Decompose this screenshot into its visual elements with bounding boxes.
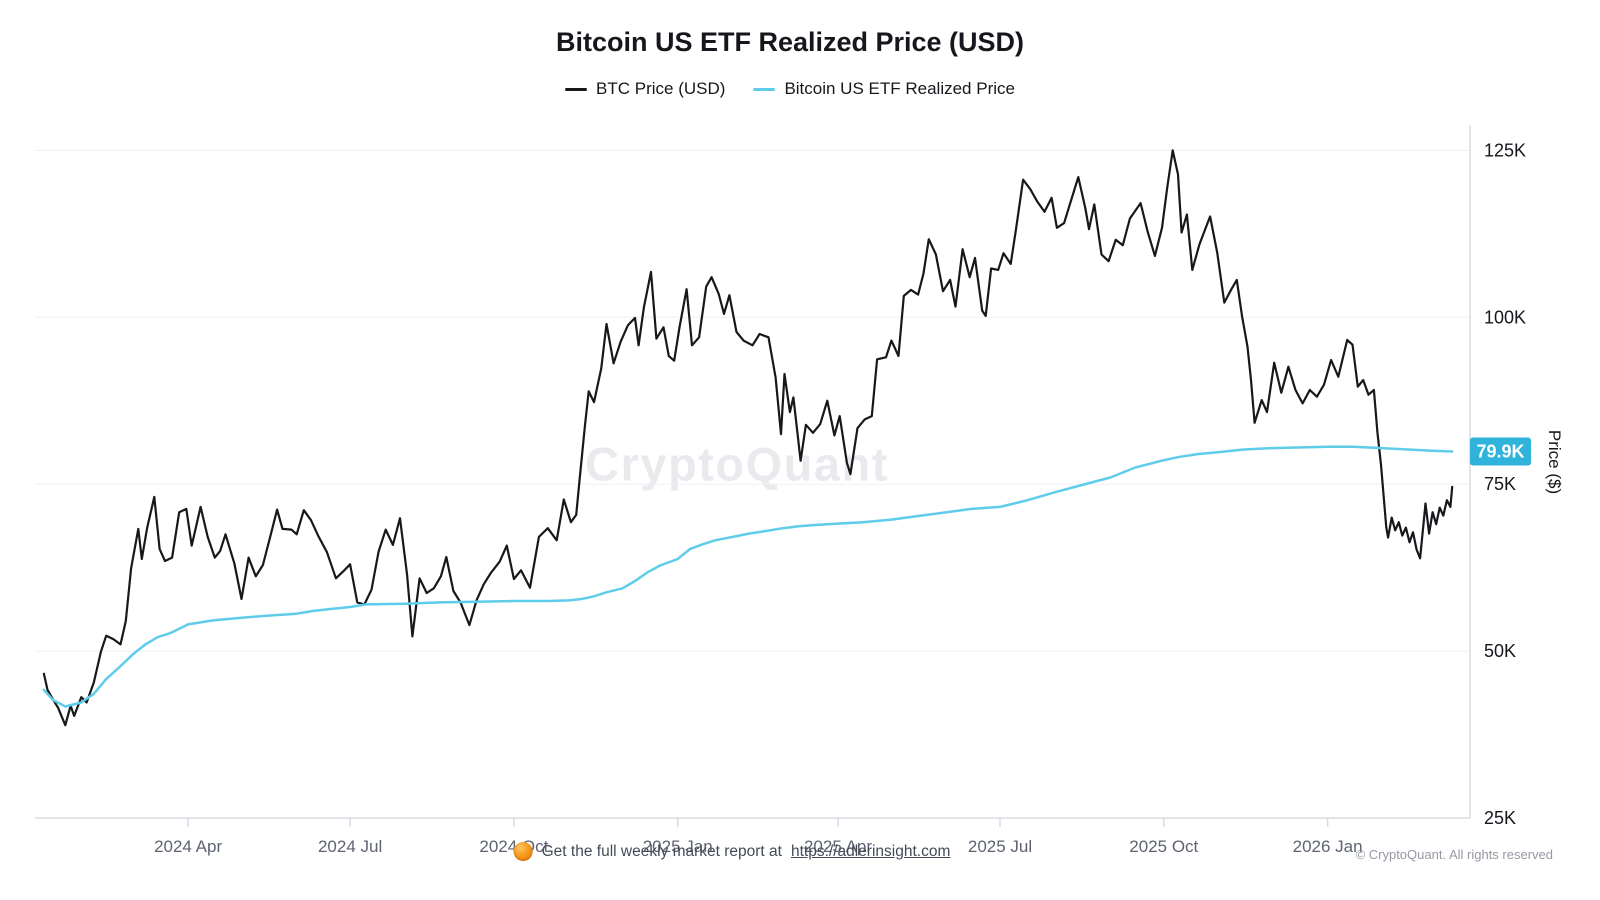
y-axis-title: Price ($) (1545, 429, 1564, 495)
x-tick-label: 2025 Oct (1129, 837, 1198, 856)
x-tick-label: 2025 Jul (968, 837, 1032, 856)
y-tick-label: 100K (1484, 307, 1526, 327)
btc-price-line (42, 149, 1454, 727)
copyright-notice: © CryptoQuant. All rights reserved (1355, 847, 1553, 862)
footer-report-text: Get the full weekly market report at (541, 842, 782, 860)
y-tick-label: 75K (1484, 474, 1516, 494)
page-title: Bitcoin US ETF Realized Price (USD) (555, 27, 1025, 57)
btc-line-swatch-icon (565, 87, 588, 91)
legend-label: BTC Price (USD) (596, 79, 726, 98)
legend-label: Bitcoin US ETF Realized Price (784, 79, 1015, 98)
last-value-badge: 79.9K (1470, 437, 1531, 466)
x-tick-label: 2024 Jul (318, 837, 382, 856)
etf-line-swatch-icon (753, 87, 776, 91)
x-tick-label: 2026 Jan (1293, 837, 1363, 856)
etf-realized-price-line (42, 445, 1454, 708)
orange-circle-icon (513, 842, 533, 861)
x-tick-label: 2024 Apr (154, 837, 222, 856)
y-tick-label: 25K (1484, 808, 1516, 828)
badge-value: 79.9K (1476, 442, 1524, 462)
chart-legend: BTC Price (USD) Bitcoin US ETF Realized … (565, 79, 1015, 99)
footer-report-link[interactable]: https://adlerinsight.com (790, 842, 951, 860)
x-tick-label: 2025 Jan (643, 837, 713, 856)
legend-item-btc-price: BTC Price (USD) (565, 79, 725, 99)
footer-report-banner: Get the full weekly market report at htt… (513, 842, 951, 861)
y-tick-label: 50K (1484, 641, 1516, 661)
y-tick-label: 125K (1484, 140, 1526, 160)
cryptoquant-watermark: CryptoQuant (585, 437, 889, 491)
legend-item-etf-realized-price: Bitcoin US ETF Realized Price (753, 79, 1015, 99)
x-tick-label: 2025 Apr (804, 837, 872, 856)
